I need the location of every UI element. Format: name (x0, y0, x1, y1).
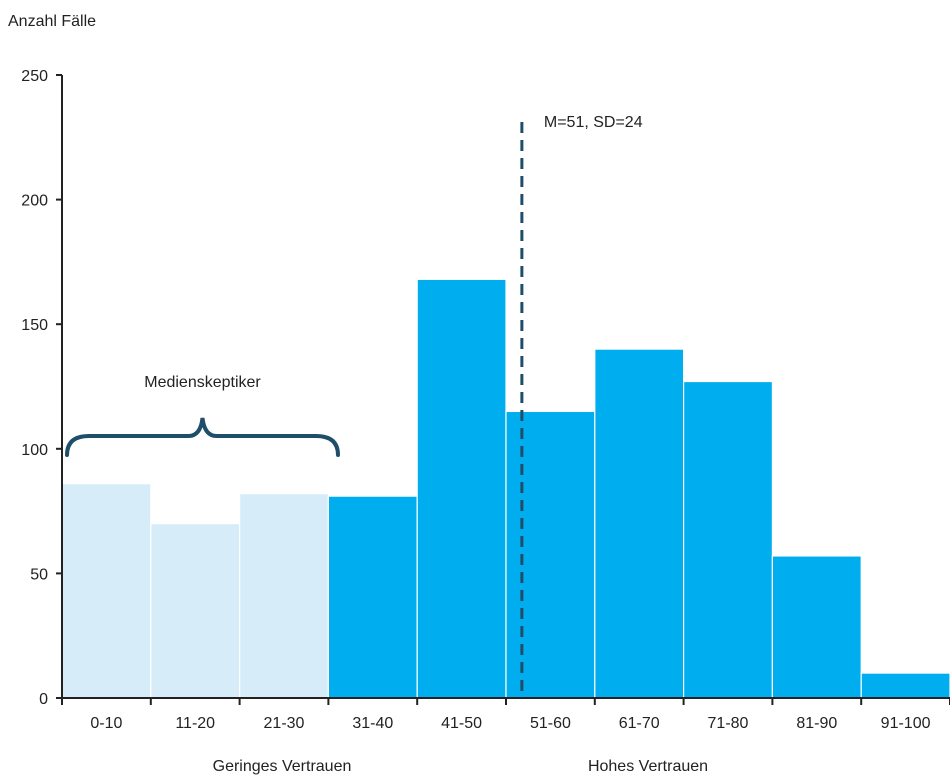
bar-61-70 (594, 348, 685, 699)
x-tick-label: 81-90 (796, 715, 837, 732)
y-tick-label: 50 (30, 566, 48, 583)
x-tick-label: 0-10 (90, 715, 122, 732)
bar-11-20 (150, 522, 241, 699)
bar-41-50 (416, 278, 507, 699)
y-axis-title: Anzahl Fälle (8, 13, 96, 30)
x-tick-label: 11-20 (175, 715, 215, 732)
bar-0-10 (61, 483, 152, 699)
y-tick-label: 0 (39, 691, 48, 708)
x-tick-label: 91-100 (881, 715, 931, 732)
x-tick-label: 21-30 (264, 715, 305, 732)
x-ticks-group: 0-10 11-20 21-30 31-40 41-50 51-60 61-70 71-80 8… (61, 698, 950, 732)
x-tick-label: 61-70 (619, 715, 660, 732)
bar-71-80 (682, 380, 773, 699)
y-tick-label: 100 (21, 442, 48, 459)
group-label-high: Hohes Vertrauen (588, 758, 708, 775)
bar-21-30 (239, 493, 330, 699)
bar-81-90 (771, 555, 862, 699)
x-tick-label: 41-50 (441, 715, 482, 732)
brace-icon (65, 417, 340, 457)
mean-annotation: M=51, SD=24 (544, 114, 643, 131)
y-tick-label: 250 (21, 68, 48, 85)
x-tick-label: 31-40 (352, 715, 393, 732)
y-tick-label: 200 (21, 193, 48, 210)
y-tick-label: 150 (21, 317, 48, 334)
bar-91-100 (860, 672, 950, 699)
y-ticks-group: 0 50 100 150 200 250 (21, 68, 62, 708)
bar-31-40 (327, 495, 418, 699)
bar-51-60 (505, 410, 596, 699)
brace-annotation: Medienskeptiker (144, 374, 261, 391)
bars-group (61, 278, 950, 699)
group-label-low: Geringes Vertrauen (213, 758, 352, 775)
x-tick-label: 51-60 (530, 715, 571, 732)
x-tick-label: 71-80 (708, 715, 749, 732)
